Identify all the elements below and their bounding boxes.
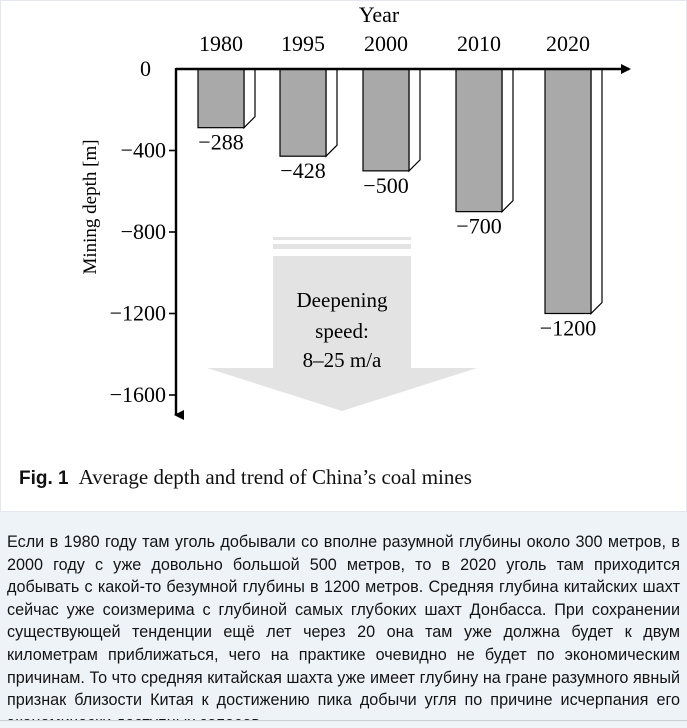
x-axis-title: Year	[359, 2, 400, 27]
value-label-2000: −500	[363, 173, 408, 198]
bar-side-2010	[501, 68, 514, 214]
annotation-line-2: speed:	[315, 319, 369, 343]
bar-2010	[455, 68, 503, 213]
y-tick-label: 0	[140, 56, 151, 81]
deepening-arrow-shaft	[273, 256, 411, 368]
bar-side-1980	[243, 68, 256, 130]
figure-caption-text: Average depth and trend of China’s coal …	[78, 465, 472, 489]
value-label-1980: −288	[198, 130, 243, 155]
y-tick-label: −1200	[110, 301, 166, 326]
value-label-2010: −700	[456, 214, 501, 239]
value-label-2020: −1200	[540, 316, 596, 341]
bottom-strip	[0, 720, 687, 728]
deepening-arrow-head	[207, 368, 477, 411]
y-tick-label: −400	[121, 138, 166, 163]
bar-side-2020	[590, 68, 603, 315]
bar-side-2000	[408, 68, 421, 173]
bars	[197, 68, 603, 315]
deepening-annotation: Deepening speed: 8–25 m/a	[297, 288, 388, 372]
deepening-arrow-stripe	[273, 237, 411, 240]
figure-label: Fig. 1	[19, 468, 69, 489]
annotation-line-1: Deepening	[297, 288, 388, 312]
bar-1995	[279, 68, 327, 157]
category-label-1995: 1995	[281, 31, 325, 56]
category-label-2000: 2000	[364, 31, 408, 56]
y-axis-title: Mining depth [m]	[80, 139, 101, 274]
deepening-arrow	[207, 237, 477, 411]
figure-caption: Fig. 1 Average depth and trend of China’s…	[19, 465, 472, 490]
bar-side-1995	[325, 68, 338, 158]
category-label-1980: 1980	[199, 31, 243, 56]
article-paragraph: Если в 1980 году там уголь добывали со в…	[7, 533, 680, 728]
value-label-1995: −428	[280, 158, 325, 183]
category-label-2020: 2020	[546, 31, 590, 56]
y-ticks: 0 −400 −800 −1200 −1600	[110, 56, 176, 407]
annotation-line-3: 8–25 m/a	[303, 348, 382, 372]
category-label-2010: 2010	[457, 31, 501, 56]
y-tick-label: −800	[121, 219, 166, 244]
category-labels: 1980 1995 2000 2010 2020	[199, 31, 590, 56]
figure-panel: Mining depth [m] Year 1980 1995 2000 2010 20…	[0, 0, 687, 512]
bar-1980	[197, 68, 245, 129]
article-panel: Если в 1980 году там уголь добывали со в…	[0, 512, 687, 728]
bar-2020	[544, 68, 592, 315]
bar-2000	[362, 68, 410, 172]
mining-depth-chart: Mining depth [m] Year 1980 1995 2000 2010 20…	[80, 2, 631, 420]
deepening-arrow-stripe	[273, 244, 411, 249]
y-tick-label: −1600	[110, 382, 166, 407]
value-labels: −288 −428 −500 −700 −1200	[198, 130, 596, 341]
